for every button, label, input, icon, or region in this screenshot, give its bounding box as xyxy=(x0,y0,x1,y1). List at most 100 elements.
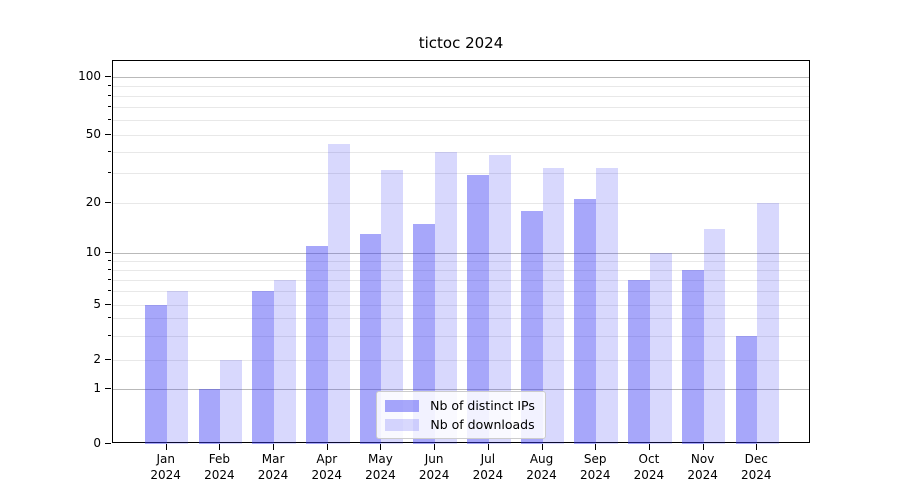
bar-downloads-nov xyxy=(703,228,726,444)
plot-area xyxy=(112,60,810,444)
x-tick-label: Sep 2024 xyxy=(579,452,611,482)
minor-gridline xyxy=(113,85,809,87)
x-tick-label: May 2024 xyxy=(365,452,396,482)
minor-gridline xyxy=(113,335,809,337)
y-minor-tick-mark xyxy=(108,317,111,319)
y-tick-label: 20 xyxy=(85,195,101,209)
legend-swatch-ips xyxy=(385,399,419,412)
x-tick-mark xyxy=(648,444,650,450)
major-gridline xyxy=(113,389,809,390)
y-minor-tick-mark xyxy=(108,94,111,96)
x-tick-label: Nov 2024 xyxy=(687,452,718,482)
x-tick-label: Jul 2024 xyxy=(472,452,504,482)
y-tick-label: 1 xyxy=(93,381,101,395)
x-tick-mark xyxy=(487,444,489,450)
legend-label-ips: Nb of distinct IPs xyxy=(430,398,535,413)
minor-gridline xyxy=(113,318,809,320)
y-minor-tick-mark xyxy=(108,259,111,261)
x-tick-label: Feb 2024 xyxy=(204,452,235,482)
x-tick-mark xyxy=(756,444,758,450)
x-tick-label: Apr 2024 xyxy=(311,452,343,482)
bar-downloads-mar xyxy=(274,279,296,444)
minor-gridline xyxy=(113,119,809,121)
chart-title: tictoc 2024 xyxy=(418,34,504,52)
minor-gridline xyxy=(113,360,809,361)
minor-gridline xyxy=(113,203,809,204)
y-minor-tick-mark xyxy=(108,150,111,152)
bar-ips-nov xyxy=(681,269,704,444)
x-tick-mark xyxy=(380,444,382,450)
x-tick-label: Jun 2024 xyxy=(418,452,450,482)
x-tick-label: Oct 2024 xyxy=(633,452,665,482)
y-tick-mark xyxy=(105,252,111,253)
bar-downloads-aug xyxy=(542,168,565,444)
bar-downloads-apr xyxy=(327,144,350,444)
minor-gridline xyxy=(113,172,809,174)
bar-ips-apr xyxy=(305,246,328,444)
x-tick-label: Jan 2024 xyxy=(150,452,181,482)
minor-gridline xyxy=(113,291,809,293)
y-minor-tick-mark xyxy=(108,171,111,173)
x-tick-mark xyxy=(165,444,167,450)
minor-gridline xyxy=(113,279,809,281)
y-tick-label: 0 xyxy=(93,436,101,450)
legend-item-downloads: Nb of downloads xyxy=(385,417,537,432)
x-tick-mark xyxy=(219,444,221,450)
x-tick-label: Mar 2024 xyxy=(257,452,289,482)
x-tick-mark xyxy=(326,444,328,450)
minor-gridline xyxy=(113,269,809,271)
bar-downloads-jan xyxy=(166,291,189,444)
y-tick-label: 2 xyxy=(93,352,101,366)
legend-swatch-downloads xyxy=(385,418,419,431)
bar-ips-mar xyxy=(252,291,275,444)
y-tick-mark xyxy=(105,304,111,305)
y-tick-mark xyxy=(105,443,111,444)
bar-ips-jun xyxy=(413,223,436,444)
bar-ips-jul xyxy=(467,175,489,444)
minor-gridline xyxy=(113,95,809,97)
bar-ips-oct xyxy=(628,279,650,444)
y-minor-tick-mark xyxy=(108,334,111,336)
major-gridline xyxy=(113,77,809,78)
bar-ips-feb xyxy=(198,389,221,444)
y-tick-mark xyxy=(105,76,111,77)
bar-ips-dec xyxy=(735,335,758,444)
x-tick-label: Dec 2024 xyxy=(741,452,772,482)
y-minor-tick-mark xyxy=(108,278,111,280)
minor-gridline xyxy=(113,106,809,108)
x-tick-mark xyxy=(595,444,597,450)
x-tick-mark xyxy=(541,444,543,450)
y-minor-tick-mark xyxy=(108,268,111,270)
x-tick-label: Aug 2024 xyxy=(526,452,557,482)
minor-gridline xyxy=(113,151,809,153)
bar-ips-sep xyxy=(574,199,597,444)
bar-downloads-oct xyxy=(649,253,672,444)
legend-item-ips: Nb of distinct IPs xyxy=(385,398,537,413)
legend-label-downloads: Nb of downloads xyxy=(430,417,535,432)
y-tick-mark xyxy=(105,202,111,203)
y-minor-tick-mark xyxy=(108,84,111,86)
y-tick-label: 50 xyxy=(85,127,101,141)
y-tick-label: 100 xyxy=(78,69,101,83)
y-tick-mark xyxy=(105,134,111,135)
bar-downloads-feb xyxy=(220,360,243,444)
major-gridline xyxy=(113,253,809,254)
minor-gridline xyxy=(113,305,809,306)
x-tick-mark xyxy=(273,444,275,450)
y-minor-tick-mark xyxy=(108,105,111,107)
x-tick-mark xyxy=(702,444,704,450)
minor-gridline xyxy=(113,260,809,262)
y-tick-mark xyxy=(105,359,111,360)
minor-gridline xyxy=(113,135,809,136)
x-tick-mark xyxy=(434,444,436,450)
y-tick-label: 10 xyxy=(85,245,101,259)
bar-downloads-jul xyxy=(488,155,511,444)
bar-ips-jan xyxy=(144,305,167,444)
y-tick-mark xyxy=(105,388,111,389)
bar-downloads-sep xyxy=(596,168,619,444)
bar-downloads-dec xyxy=(757,203,780,444)
bar-ips-aug xyxy=(520,210,543,444)
bar-downloads-jun xyxy=(435,151,457,444)
y-minor-tick-mark xyxy=(108,290,111,292)
